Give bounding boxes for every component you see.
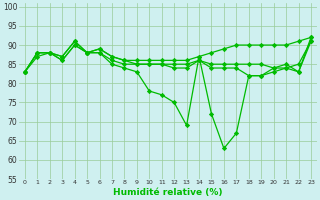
X-axis label: Humidité relative (%): Humidité relative (%) xyxy=(113,188,223,197)
